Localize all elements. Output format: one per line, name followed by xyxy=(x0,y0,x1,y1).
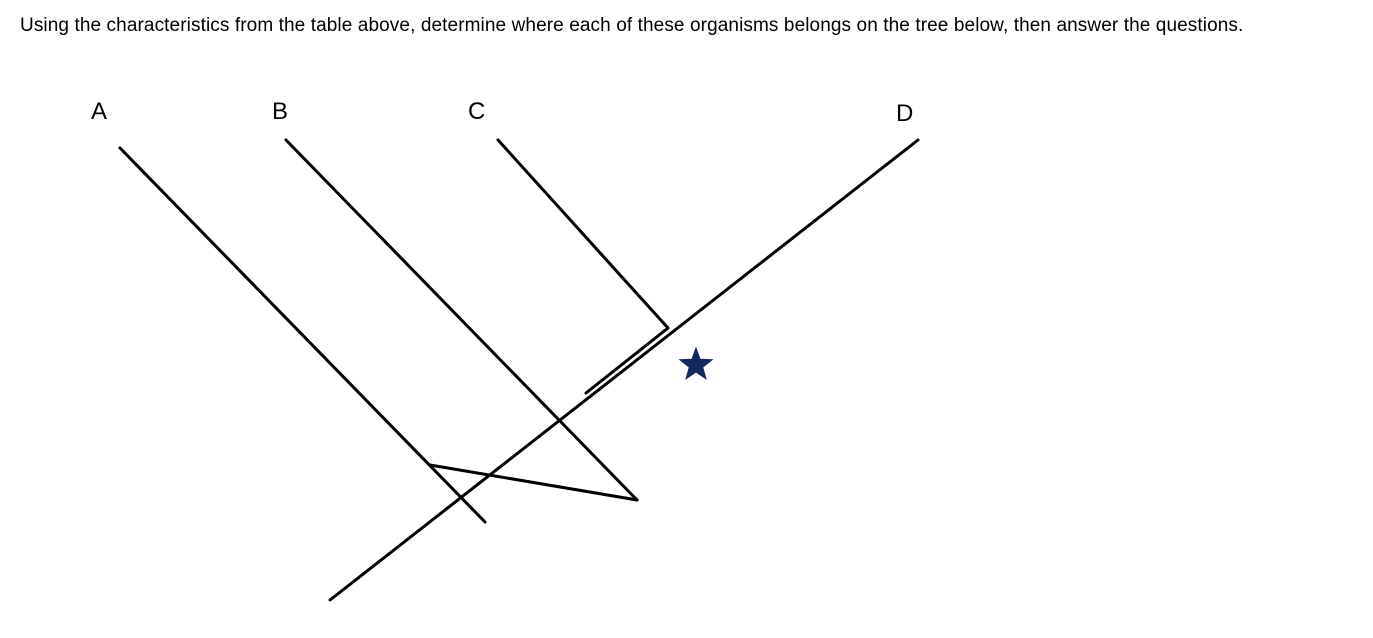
bridge-C xyxy=(586,328,668,393)
tip-label-c: C xyxy=(468,98,485,126)
node-marker-star-icon xyxy=(680,348,712,379)
tip-label-d: D xyxy=(896,100,913,128)
tip-label-a: A xyxy=(91,98,107,126)
tip-label-b: B xyxy=(272,98,288,126)
branch-C xyxy=(498,140,668,328)
cladogram-svg xyxy=(0,0,1373,638)
branch-B xyxy=(286,140,637,500)
branch-D xyxy=(330,140,918,600)
